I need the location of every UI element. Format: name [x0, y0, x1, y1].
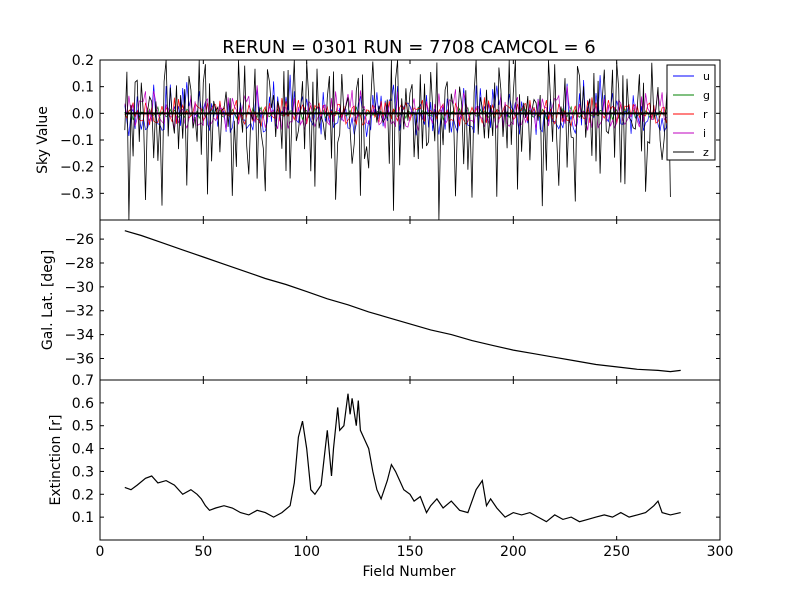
- extinction-series-group: [124, 393, 681, 523]
- x-tick-label: 200: [500, 544, 527, 560]
- series-line-extinction: [124, 393, 681, 523]
- y-tick-label: 0.3: [72, 464, 94, 480]
- y-tick-label: 0.6: [72, 396, 94, 412]
- x-tick-label: 150: [397, 544, 424, 560]
- series-line-r: [124, 97, 671, 128]
- y-ticks-extinction: 0.7 0.6 0.5 0.4 0.3 0.2 0.1: [72, 373, 720, 526]
- x-axis-label: Field Number: [362, 564, 455, 580]
- y-axis-label-sky: Sky Value: [35, 106, 51, 174]
- x-tick-label: 0: [96, 544, 105, 560]
- y-tick-label: −28: [64, 256, 94, 272]
- y-tick-label: −34: [64, 328, 94, 344]
- panel-galactic-latitude: Gal. Lat. [deg] −26 −28 −30 −32 −34 −36: [40, 219, 721, 381]
- y-tick-label: −26: [64, 232, 94, 248]
- y-ticks-gallat: −26 −28 −30 −32 −34 −36: [64, 232, 720, 368]
- panel-extinction: Extinction [r] 0.7 0.6 0.5 0.4 0.3 0.2 0.1 0 50…: [48, 60, 733, 560]
- y-axis-label-extinction: Extinction [r]: [48, 414, 64, 505]
- legend-label-u: u: [703, 70, 710, 83]
- legend-label-i: i: [703, 127, 706, 140]
- y-tick-label: 0.1: [72, 80, 94, 96]
- y-tick-label: 0.0: [72, 106, 94, 122]
- y-tick-label: −0.2: [60, 160, 94, 176]
- y-tick-label: −0.3: [60, 186, 94, 202]
- legend-label-r: r: [703, 108, 708, 121]
- y-tick-label: 0.5: [72, 419, 94, 435]
- x-tick-label: 250: [603, 544, 630, 560]
- x-ticks: 0 50 100 150 200 250 300: [96, 60, 734, 560]
- y-tick-label: 0.2: [72, 53, 94, 69]
- y-tick-label: −0.1: [60, 133, 94, 149]
- sky-series-group: [124, 59, 671, 221]
- plot-area-extinction: [99, 379, 721, 541]
- figure-title: RERUN = 0301 RUN = 7708 CAMCOL = 6: [222, 37, 595, 58]
- legend-box: [666, 64, 716, 161]
- y-tick-label: −32: [64, 304, 94, 320]
- series-line-i: [124, 85, 671, 131]
- plot-area-gallat: [99, 219, 721, 381]
- x-tick-label: 100: [293, 544, 320, 560]
- y-tick-label: −30: [64, 280, 94, 296]
- y-ticks-sky: 0.2 0.1 0.0 −0.1 −0.2 −0.3: [60, 53, 720, 202]
- series-line-gallat: [124, 230, 681, 373]
- legend-label-g: g: [703, 89, 710, 102]
- gallat-series-group: [124, 230, 681, 373]
- y-tick-label: 0.1: [72, 510, 94, 526]
- x-tick-label: 300: [707, 544, 734, 560]
- series-line-z: [124, 59, 671, 221]
- legend-label-z: z: [703, 146, 709, 159]
- x-tick-label: 50: [194, 544, 212, 560]
- y-tick-label: 0.2: [72, 487, 94, 503]
- y-tick-label: 0.4: [72, 442, 94, 458]
- y-tick-label: 0.7: [72, 373, 94, 389]
- y-axis-label-gallat: Gal. Lat. [deg]: [40, 250, 56, 350]
- y-tick-label: −36: [64, 352, 94, 368]
